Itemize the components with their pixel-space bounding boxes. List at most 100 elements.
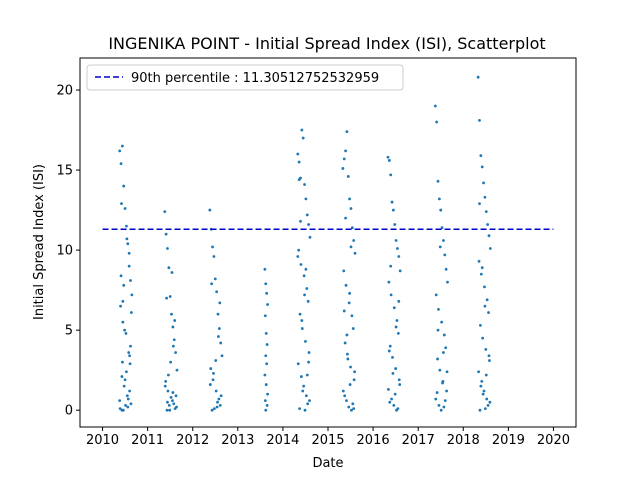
data-point bbox=[484, 347, 488, 351]
data-point bbox=[442, 351, 445, 354]
data-point bbox=[219, 394, 223, 398]
legend-label: 90th percentile : 11.30512752532959 bbox=[131, 71, 379, 86]
data-point bbox=[125, 237, 129, 241]
data-point bbox=[215, 405, 219, 409]
data-point bbox=[347, 405, 351, 409]
data-point bbox=[484, 210, 488, 214]
data-point bbox=[485, 397, 489, 401]
data-point bbox=[389, 264, 393, 268]
data-point bbox=[344, 216, 347, 220]
data-point bbox=[306, 299, 310, 303]
data-point bbox=[478, 202, 481, 206]
data-point bbox=[483, 407, 487, 410]
data-point bbox=[299, 263, 303, 266]
data-point bbox=[122, 384, 126, 388]
data-point bbox=[265, 362, 269, 366]
scatter-points bbox=[118, 75, 492, 412]
data-point bbox=[298, 407, 301, 410]
data-point bbox=[446, 280, 449, 284]
data-point bbox=[124, 403, 127, 407]
data-point bbox=[345, 130, 349, 134]
x-tick-label: 2018 bbox=[447, 433, 480, 448]
data-point bbox=[345, 333, 349, 337]
data-point bbox=[128, 362, 132, 366]
data-point bbox=[387, 349, 391, 353]
data-point bbox=[303, 408, 307, 412]
data-point bbox=[166, 400, 169, 404]
data-point bbox=[163, 210, 167, 214]
data-point bbox=[266, 303, 269, 306]
data-point bbox=[304, 267, 308, 271]
data-point bbox=[129, 402, 133, 406]
data-point bbox=[263, 399, 267, 402]
data-point bbox=[300, 375, 303, 378]
data-point bbox=[481, 336, 485, 340]
data-point bbox=[123, 207, 127, 210]
data-point bbox=[119, 162, 123, 166]
data-point bbox=[391, 371, 395, 375]
data-point bbox=[391, 355, 394, 359]
data-point bbox=[304, 394, 308, 398]
data-point bbox=[445, 389, 448, 393]
data-point bbox=[386, 155, 390, 159]
data-point bbox=[125, 370, 128, 374]
data-point bbox=[119, 304, 122, 308]
data-point bbox=[344, 283, 348, 287]
chart-title: INGENIKA POINT - Initial Spread Index (I… bbox=[108, 34, 545, 53]
data-point bbox=[480, 165, 484, 169]
data-point bbox=[306, 402, 310, 406]
data-point bbox=[479, 384, 483, 388]
data-point bbox=[436, 179, 440, 183]
data-point bbox=[301, 136, 305, 140]
data-point bbox=[216, 312, 220, 316]
data-point bbox=[264, 282, 268, 286]
data-point bbox=[263, 373, 267, 377]
data-point bbox=[121, 299, 125, 303]
data-point bbox=[341, 389, 345, 393]
data-point bbox=[389, 173, 393, 177]
data-point bbox=[170, 312, 173, 316]
data-point bbox=[486, 403, 490, 407]
data-point bbox=[264, 331, 268, 335]
data-point bbox=[120, 375, 124, 378]
data-point bbox=[126, 242, 130, 246]
data-point bbox=[298, 312, 302, 316]
data-point bbox=[125, 394, 129, 398]
y-tick-label: 10 bbox=[56, 244, 73, 259]
data-point bbox=[126, 405, 130, 409]
data-point bbox=[343, 394, 347, 398]
data-point bbox=[437, 307, 440, 311]
data-point bbox=[208, 383, 212, 386]
data-point bbox=[387, 280, 391, 284]
data-point bbox=[120, 408, 124, 412]
data-point bbox=[349, 207, 353, 210]
data-point bbox=[300, 319, 304, 322]
legend-box bbox=[86, 64, 404, 91]
data-point bbox=[443, 253, 447, 257]
data-point bbox=[479, 272, 483, 276]
data-point bbox=[488, 247, 492, 250]
data-point bbox=[349, 245, 353, 249]
y-axis-ticks: 0 5 10 15 20 bbox=[56, 84, 80, 419]
data-point bbox=[296, 255, 300, 258]
data-point bbox=[264, 383, 268, 386]
data-point bbox=[174, 394, 178, 398]
data-point bbox=[484, 373, 488, 377]
data-point bbox=[218, 403, 222, 407]
data-point bbox=[118, 399, 122, 402]
data-point bbox=[166, 247, 169, 250]
data-point bbox=[392, 306, 396, 310]
data-point bbox=[392, 403, 396, 407]
data-point bbox=[307, 223, 311, 226]
data-point bbox=[441, 381, 444, 385]
data-point bbox=[209, 367, 213, 370]
y-tick-label: 0 bbox=[65, 404, 73, 419]
data-point bbox=[397, 255, 401, 258]
data-point bbox=[479, 323, 482, 327]
data-point bbox=[444, 346, 448, 350]
x-tick-label: 2014 bbox=[266, 433, 299, 448]
data-point bbox=[118, 407, 122, 410]
data-point bbox=[130, 311, 133, 314]
data-point bbox=[443, 399, 447, 402]
data-point bbox=[122, 184, 126, 188]
